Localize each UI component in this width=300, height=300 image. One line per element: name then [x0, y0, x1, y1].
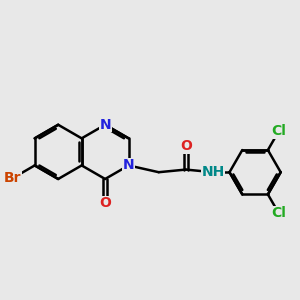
Text: N: N	[99, 118, 111, 132]
Text: Br: Br	[4, 171, 21, 185]
Text: Cl: Cl	[272, 206, 286, 220]
Text: N: N	[123, 158, 134, 172]
Text: Cl: Cl	[272, 124, 286, 138]
Text: NH: NH	[201, 165, 225, 179]
Text: O: O	[99, 196, 111, 211]
Text: O: O	[180, 139, 192, 153]
